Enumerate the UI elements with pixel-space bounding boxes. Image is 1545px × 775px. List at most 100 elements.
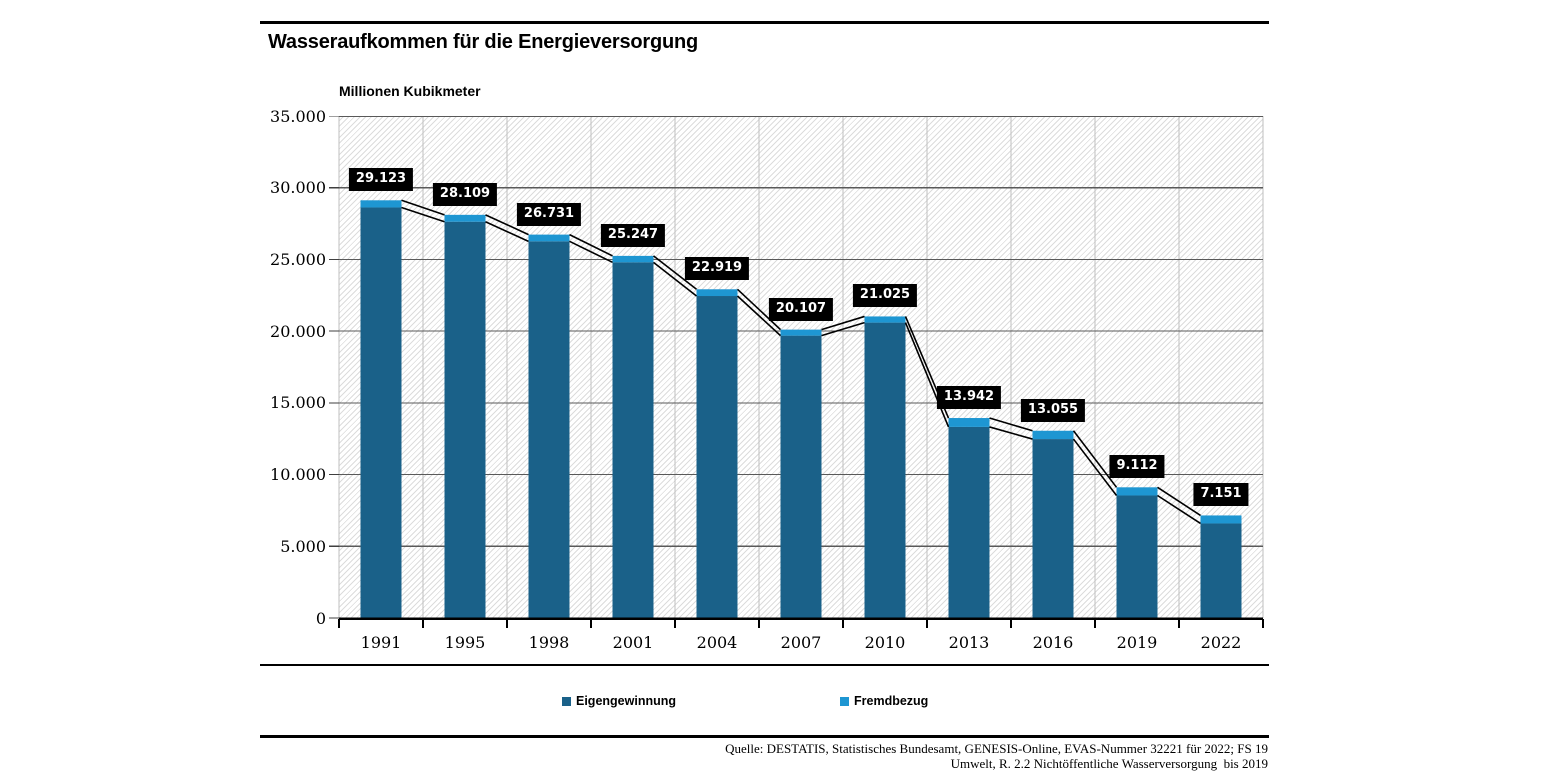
legend-item-eigengewinnung: Eigengewinnung [562, 694, 676, 708]
bar-segment-fremdbezug [780, 329, 822, 336]
bar-segment-fremdbezug [444, 214, 486, 222]
series-line-eigengewinnung [653, 261, 697, 297]
series-line-fremdbezug [821, 315, 865, 331]
bar-segment-fremdbezug [1032, 430, 1074, 440]
x-tick-label: 2016 [1032, 633, 1074, 652]
x-axis-tick [1094, 619, 1096, 628]
source-line-2: Umwelt, R. 2.2 Nichtöffentliche Wasserve… [950, 756, 1268, 771]
x-axis-tick [422, 619, 424, 628]
series-line-fremdbezug [1157, 486, 1201, 517]
y-tick-label: 5.000 [280, 536, 326, 556]
series-line-eigengewinnung [821, 321, 865, 337]
x-tick-label: 2019 [1116, 633, 1158, 652]
data-label: 13.942 [936, 386, 1002, 410]
y-tick-label: 35.000 [270, 106, 326, 126]
x-axis-tick [758, 619, 760, 628]
chart-canvas [329, 116, 1264, 628]
bar-segment-eigengewinnung [696, 296, 738, 618]
bar-segment-fremdbezug [360, 200, 402, 208]
source-line-1: Quelle: DESTATIS, Statistisches Bundesam… [725, 741, 1268, 756]
x-tick-label: 2013 [948, 633, 990, 652]
legend-label: Fremdbezug [854, 694, 929, 708]
series-line-fremdbezug [653, 255, 697, 290]
data-label: 20.107 [768, 297, 834, 321]
footer-rule [260, 735, 1269, 738]
x-axis-tick [674, 619, 676, 628]
y-tick-label: 25.000 [270, 249, 326, 269]
x-axis-tick [1010, 619, 1012, 628]
page-title: Wasseraufkommen für die Energieversorgun… [268, 31, 699, 53]
x-tick-label: 1991 [360, 633, 402, 652]
y-tick-label: 0 [315, 608, 326, 628]
data-label: 28.109 [432, 182, 498, 206]
legend-item-fremdbezug: Fremdbezug [840, 694, 928, 708]
series-line-eigengewinnung [485, 220, 529, 243]
x-tick-label: 2022 [1200, 633, 1242, 652]
bar-segment-fremdbezug [864, 316, 906, 323]
series-line-eigengewinnung [904, 322, 950, 428]
x-axis-tick [590, 619, 592, 628]
bar-segment-eigengewinnung [948, 426, 990, 618]
bar-segment-fremdbezug [1200, 515, 1242, 524]
top-rule [260, 21, 1269, 24]
bar-segment-fremdbezug [528, 234, 570, 242]
bar-segment-eigengewinnung [1200, 523, 1242, 618]
data-label: 9.112 [1109, 455, 1165, 479]
bar-segment-eigengewinnung [612, 262, 654, 618]
legend-label: Eigengewinnung [576, 694, 676, 708]
bar-segment-fremdbezug [612, 255, 654, 263]
series-line-eigengewinnung [989, 426, 1033, 440]
data-label: 26.731 [516, 202, 582, 226]
y-tick-label: 10.000 [270, 465, 326, 485]
series-line-eigengewinnung [1157, 494, 1201, 525]
data-label: 22.919 [684, 257, 750, 281]
series-line-fremdbezug [1072, 430, 1118, 488]
data-label: 21.025 [852, 284, 918, 308]
series-line-eigengewinnung [401, 206, 445, 223]
bar-segment-eigengewinnung [1032, 439, 1074, 618]
y-axis-unit-label: Millionen Kubikmeter [339, 83, 481, 99]
data-label: 7.151 [1193, 483, 1249, 507]
series-line-fremdbezug [485, 214, 529, 236]
source-note: Quelle: DESTATIS, Statistisches Bundesam… [700, 741, 1268, 771]
data-label: 13.055 [1020, 398, 1086, 422]
bar-segment-eigengewinnung [444, 221, 486, 618]
series-line-fremdbezug [989, 417, 1033, 432]
data-label: 29.123 [348, 168, 414, 192]
x-axis-tick [1262, 619, 1264, 628]
x-axis-line [339, 617, 1263, 620]
x-tick-label: 1998 [528, 633, 570, 652]
x-axis-tick [506, 619, 508, 628]
bar-segment-eigengewinnung [528, 241, 570, 618]
series-line-fremdbezug [736, 288, 782, 331]
x-axis-tick [338, 619, 340, 628]
series-line-eigengewinnung [569, 240, 613, 264]
bar-segment-fremdbezug [696, 289, 738, 297]
legend-swatch-icon [840, 696, 849, 706]
series-line-eigengewinnung [1072, 438, 1118, 496]
bar-segment-eigengewinnung [1116, 495, 1158, 618]
x-axis-tick [1178, 619, 1180, 628]
x-tick-label: 2007 [780, 633, 822, 652]
x-axis-tick [926, 619, 928, 628]
bar-segment-fremdbezug [1116, 487, 1158, 496]
y-tick-label: 15.000 [270, 393, 326, 413]
x-tick-label: 1995 [444, 633, 486, 652]
legend-divider-rule [260, 664, 1269, 666]
x-tick-label: 2001 [612, 633, 654, 652]
y-tick-label: 20.000 [270, 321, 326, 341]
x-tick-label: 2010 [864, 633, 906, 652]
data-label: 25.247 [600, 223, 666, 247]
x-tick-label: 2004 [696, 633, 738, 652]
bar-segment-eigengewinnung [780, 335, 822, 618]
series-line-fremdbezug [401, 199, 445, 216]
series-line-eigengewinnung [736, 295, 782, 337]
series-line-fremdbezug [569, 233, 613, 257]
bar-segment-eigengewinnung [864, 322, 906, 618]
bar-segment-eigengewinnung [360, 207, 402, 618]
legend-swatch-icon [562, 696, 571, 706]
x-axis-tick [842, 619, 844, 628]
bar-segment-fremdbezug [948, 418, 990, 427]
y-tick-label: 30.000 [270, 178, 326, 198]
